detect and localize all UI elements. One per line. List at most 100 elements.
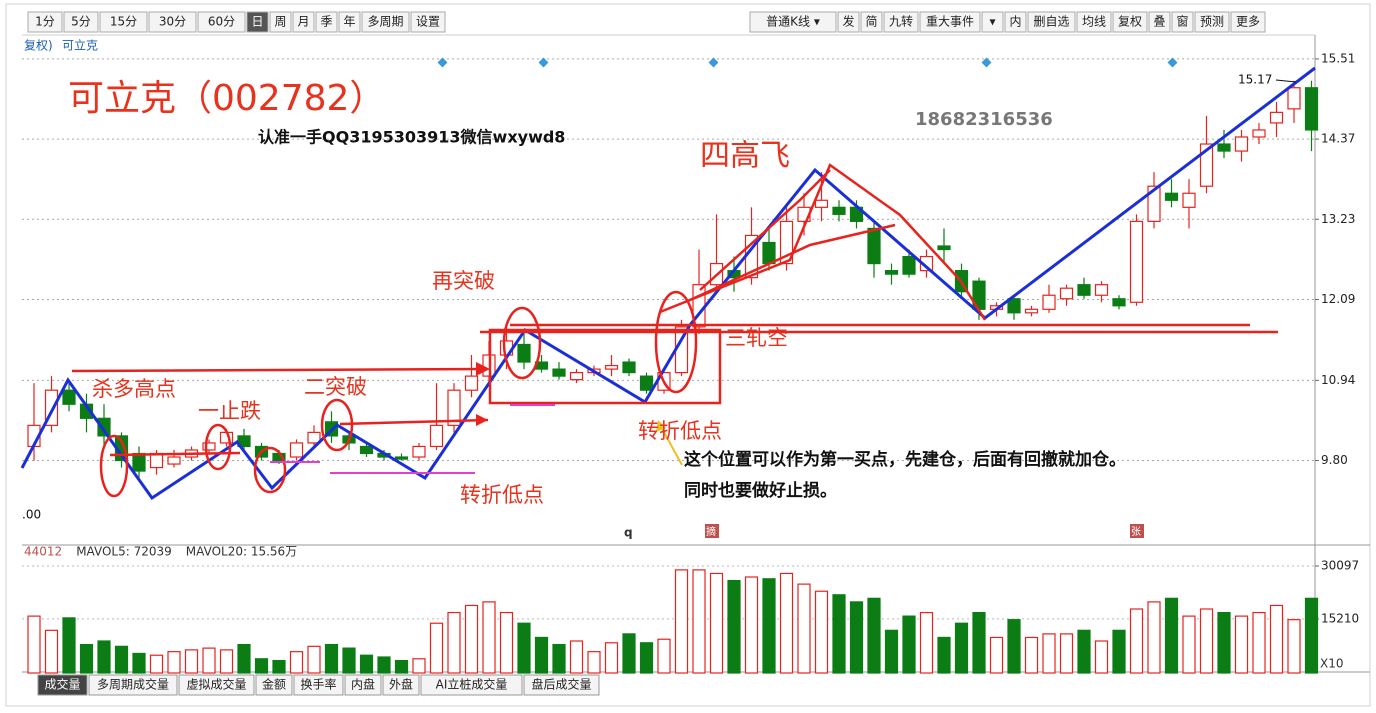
toolbar-button[interactable] [749, 11, 837, 33]
volume-bar [114, 645, 129, 674]
tab[interactable] [523, 674, 600, 696]
toolbar-button[interactable] [1148, 11, 1171, 33]
tab[interactable] [37, 674, 88, 696]
candle-body [1252, 129, 1266, 138]
diamond [981, 57, 992, 68]
toolbar-button[interactable] [361, 11, 410, 33]
toolbar-button[interactable] [883, 11, 919, 33]
tab[interactable] [344, 674, 382, 696]
volume-bar [727, 579, 741, 674]
volume-bar [1147, 601, 1161, 674]
toolbar-button[interactable] [292, 11, 315, 33]
volume-bar [289, 651, 304, 674]
volume-bar [1094, 640, 1109, 674]
tab[interactable] [420, 674, 523, 696]
toolbar-button[interactable] [63, 11, 99, 33]
toolbar-label: 简 [865, 15, 877, 29]
candle-body [1269, 111, 1284, 124]
stock-tag: 复权) [24, 39, 53, 53]
tab[interactable] [255, 674, 293, 696]
toolbar-button[interactable] [837, 11, 860, 33]
candle-body [1129, 220, 1144, 303]
toolbar-button[interactable] [1004, 11, 1027, 33]
y-tick-label: 15.51 [1321, 51, 1355, 65]
volume-bar [1042, 633, 1056, 674]
marker-label: q [624, 526, 633, 540]
volume-bar [132, 652, 146, 674]
toolbar-label: 15分 [110, 15, 137, 29]
left-label: .00 [22, 508, 41, 522]
tab[interactable] [382, 674, 420, 696]
y-tick-label: 12.09 [1321, 292, 1355, 306]
toolbar-label: 季 [320, 15, 332, 29]
volume-bar [657, 638, 671, 674]
toolbar-button[interactable] [148, 11, 197, 33]
y-tick-label: 10.94 [1321, 373, 1355, 387]
volume-bar [622, 633, 636, 674]
toolbar-button[interactable] [315, 11, 338, 33]
marker-box [1130, 524, 1144, 538]
toolbar-button[interactable] [338, 11, 361, 33]
label: 三轧空 [725, 326, 788, 350]
toolbar-button[interactable] [1076, 11, 1112, 33]
tab[interactable] [88, 674, 178, 696]
diamond [1167, 57, 1178, 68]
volume-panel: 44012 MAVOL5: 72039 MAVOL20: 15.56万 30097 15… [22, 545, 1359, 674]
volume-bar [587, 651, 601, 674]
toolbar-label: 1分 [35, 15, 55, 29]
toolbar-label: 均线 [1082, 15, 1106, 29]
toolbar-button[interactable] [1230, 11, 1266, 33]
toolbar-button[interactable] [269, 11, 292, 33]
candle-body [307, 431, 321, 444]
toolbar-label: 周 [274, 15, 286, 29]
tab[interactable] [293, 674, 344, 696]
label: 再突破 [432, 269, 495, 293]
toolbar-button[interactable] [860, 11, 883, 33]
candle-body [762, 241, 776, 265]
line [339, 418, 489, 426]
volume-bar [394, 659, 409, 674]
tab[interactable] [178, 674, 255, 696]
toolbar-label: 复权 [1118, 15, 1142, 29]
stroke [699, 169, 831, 291]
toolbar-button[interactable] [27, 11, 63, 33]
volume-bar [674, 569, 689, 674]
contact: 认准一手QQ3195303913微信wxywd8 [258, 128, 565, 147]
label: 杀多高点 [92, 377, 176, 401]
candle-body [639, 375, 654, 391]
volume-bar [1024, 636, 1039, 674]
y-tick-label: 14.37 [1321, 132, 1355, 146]
volume-bar [604, 642, 619, 674]
volume-bar [1182, 615, 1196, 674]
label: 一止跌 [198, 399, 261, 423]
candle-body [1094, 284, 1109, 296]
candle-body [1112, 298, 1126, 307]
note: 这个位置可以作为第一买点，先建仓，后面有回撤就加仓。 [684, 449, 1126, 470]
volume-bar [1007, 619, 1021, 674]
toolbar-button[interactable] [981, 11, 1004, 33]
toolbar-button[interactable] [246, 11, 269, 33]
volume-bar [149, 654, 164, 674]
red-markings [71, 163, 1278, 498]
candle-body [1007, 298, 1021, 314]
volume-bar [1164, 597, 1179, 674]
volume-bar [342, 647, 356, 674]
toolbar-button[interactable] [197, 11, 246, 33]
toolbar-button[interactable] [410, 11, 446, 33]
candle-body [447, 389, 461, 426]
volume-bar [1269, 604, 1284, 674]
toolbar-button[interactable] [99, 11, 148, 33]
toolbar-button[interactable] [919, 11, 981, 33]
volume-bar [1304, 597, 1319, 674]
volume-bar [867, 597, 881, 674]
toolbar-button[interactable] [1027, 11, 1076, 33]
volume-bar [937, 636, 951, 674]
toolbar-button[interactable] [1112, 11, 1148, 33]
toolbar-button[interactable] [1194, 11, 1230, 33]
tab-label: 成交量 [44, 677, 80, 692]
toolbar-button[interactable] [1171, 11, 1194, 33]
tab-label: 金额 [262, 677, 286, 692]
marker-box [705, 524, 719, 538]
volume-bar [254, 658, 269, 674]
toolbar-label: 发 [842, 14, 854, 29]
